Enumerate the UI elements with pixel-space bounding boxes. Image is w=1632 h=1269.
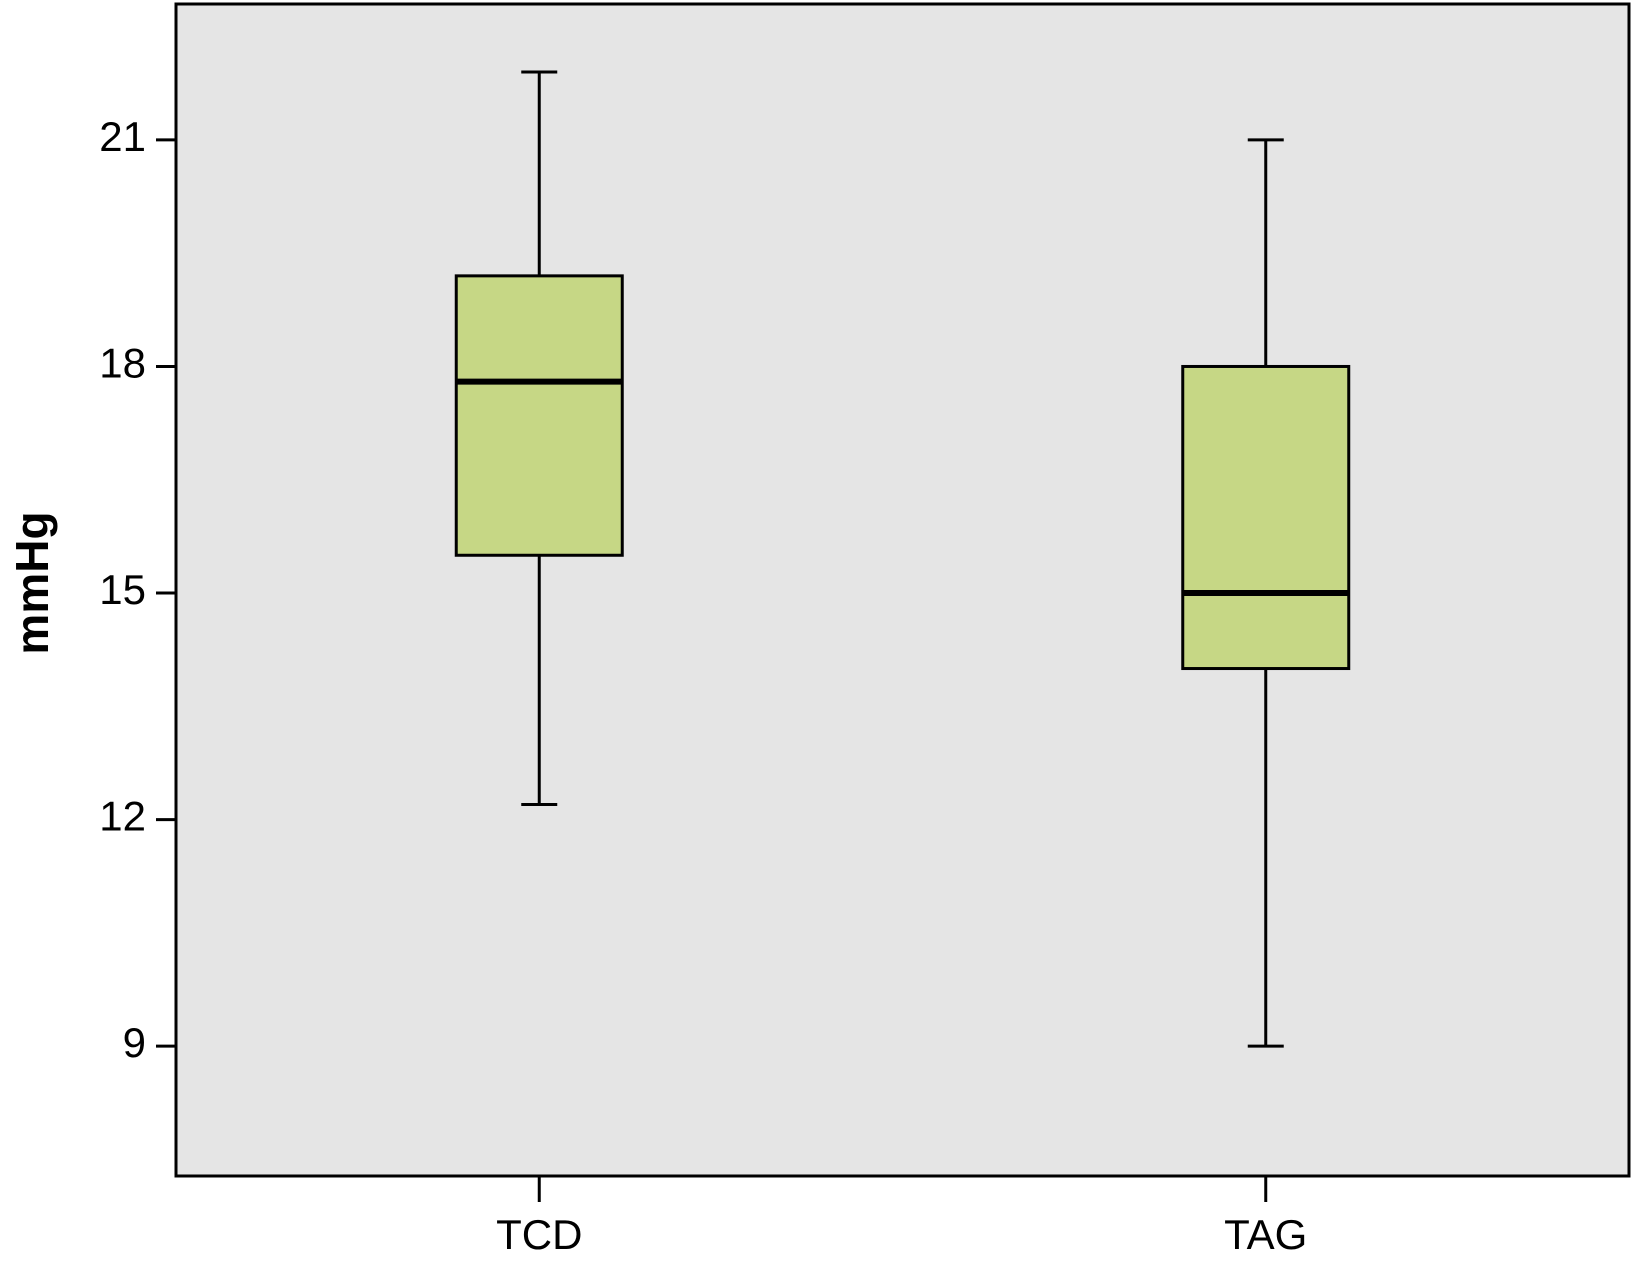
x-tick-label: TAG [1224,1211,1307,1258]
y-tick-label: 12 [99,793,146,840]
y-tick-label: 18 [99,340,146,387]
y-tick-label: 21 [99,113,146,160]
y-axis-label: mmHg [6,511,58,654]
y-tick-label: 9 [123,1019,146,1066]
y-tick-label: 15 [99,566,146,613]
x-tick-label: TCD [496,1211,582,1258]
box [1181,364,1351,671]
plot-area [174,2,1631,1178]
box [454,274,624,557]
